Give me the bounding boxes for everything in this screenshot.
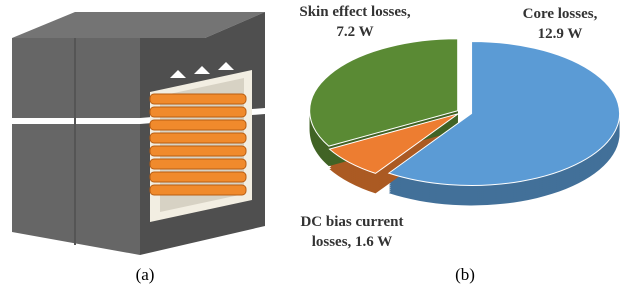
data-label: losses, 1.6 W (312, 234, 393, 250)
page: (a) (b) Core losses, 12.9 W DC bias curren… (0, 0, 636, 292)
panel-label: (a) (136, 265, 155, 284)
pie-chart (310, 39, 620, 206)
data-label: DC bias current (300, 214, 403, 230)
data-label: Core losses, (523, 6, 598, 22)
data-label: 7.2 W (336, 24, 373, 40)
inductor-illustration (12, 12, 265, 255)
data-label: 12.9 W (538, 26, 583, 42)
panel-label: (b) (455, 265, 475, 284)
figure: (a) (b) Core losses, 12.9 W DC bias curren… (0, 0, 636, 292)
data-label: Skin effect losses, (299, 4, 410, 20)
